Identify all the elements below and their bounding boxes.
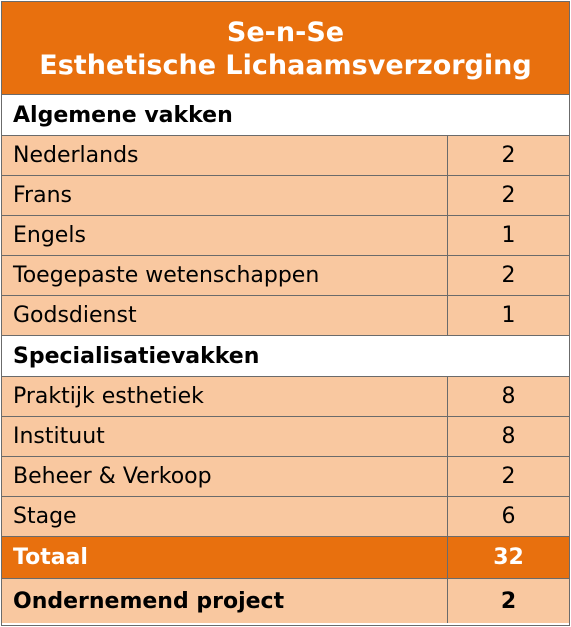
subject-hours: 1	[501, 223, 516, 248]
subject-name: Praktijk esthetiek	[2, 377, 448, 416]
project-row: Ondernemend project 2	[2, 579, 569, 623]
subject-name: Frans	[2, 176, 448, 215]
total-value: 32	[493, 545, 524, 570]
total-label: Totaal	[2, 537, 448, 578]
subject-name: Godsdienst	[2, 296, 448, 335]
subject-name: Beheer & Verkoop	[2, 457, 448, 496]
project-value: 2	[500, 588, 517, 614]
table-row: Frans 2	[2, 176, 569, 216]
subject-name: Engels	[2, 216, 448, 255]
table-row: Praktijk esthetiek 8	[2, 377, 569, 417]
subject-hours: 1	[501, 303, 516, 328]
section-title-specialisatie: Specialisatievakken	[2, 336, 569, 377]
subject-hours: 2	[501, 183, 516, 208]
table-row: Instituut 8	[2, 417, 569, 457]
table-row: Toegepaste wetenschappen 2	[2, 256, 569, 296]
table-row: Nederlands 2	[2, 136, 569, 176]
subject-hours: 8	[501, 384, 516, 409]
table-row: Stage 6	[2, 497, 569, 537]
subject-hours: 6	[501, 504, 516, 529]
section-title-algemene: Algemene vakken	[2, 95, 569, 136]
project-label: Ondernemend project	[2, 579, 448, 623]
subject-name: Stage	[2, 497, 448, 536]
subject-hours: 2	[501, 143, 516, 168]
subject-name: Instituut	[2, 417, 448, 456]
total-row: Totaal 32	[2, 537, 569, 579]
table-row: Engels 1	[2, 216, 569, 256]
subject-hours: 2	[501, 464, 516, 489]
header-subtitle: Esthetische Lichaamsverzorging	[39, 50, 532, 81]
subject-hours: 2	[501, 263, 516, 288]
table-row: Beheer & Verkoop 2	[2, 457, 569, 497]
table-row: Godsdienst 1	[2, 296, 569, 336]
subject-name: Nederlands	[2, 136, 448, 175]
header-title: Se-n-Se	[226, 17, 345, 48]
subject-hours: 8	[501, 424, 516, 449]
subject-name: Toegepaste wetenschappen	[2, 256, 448, 295]
table-header: Se-n-Se Esthetische Lichaamsverzorging	[2, 2, 569, 95]
